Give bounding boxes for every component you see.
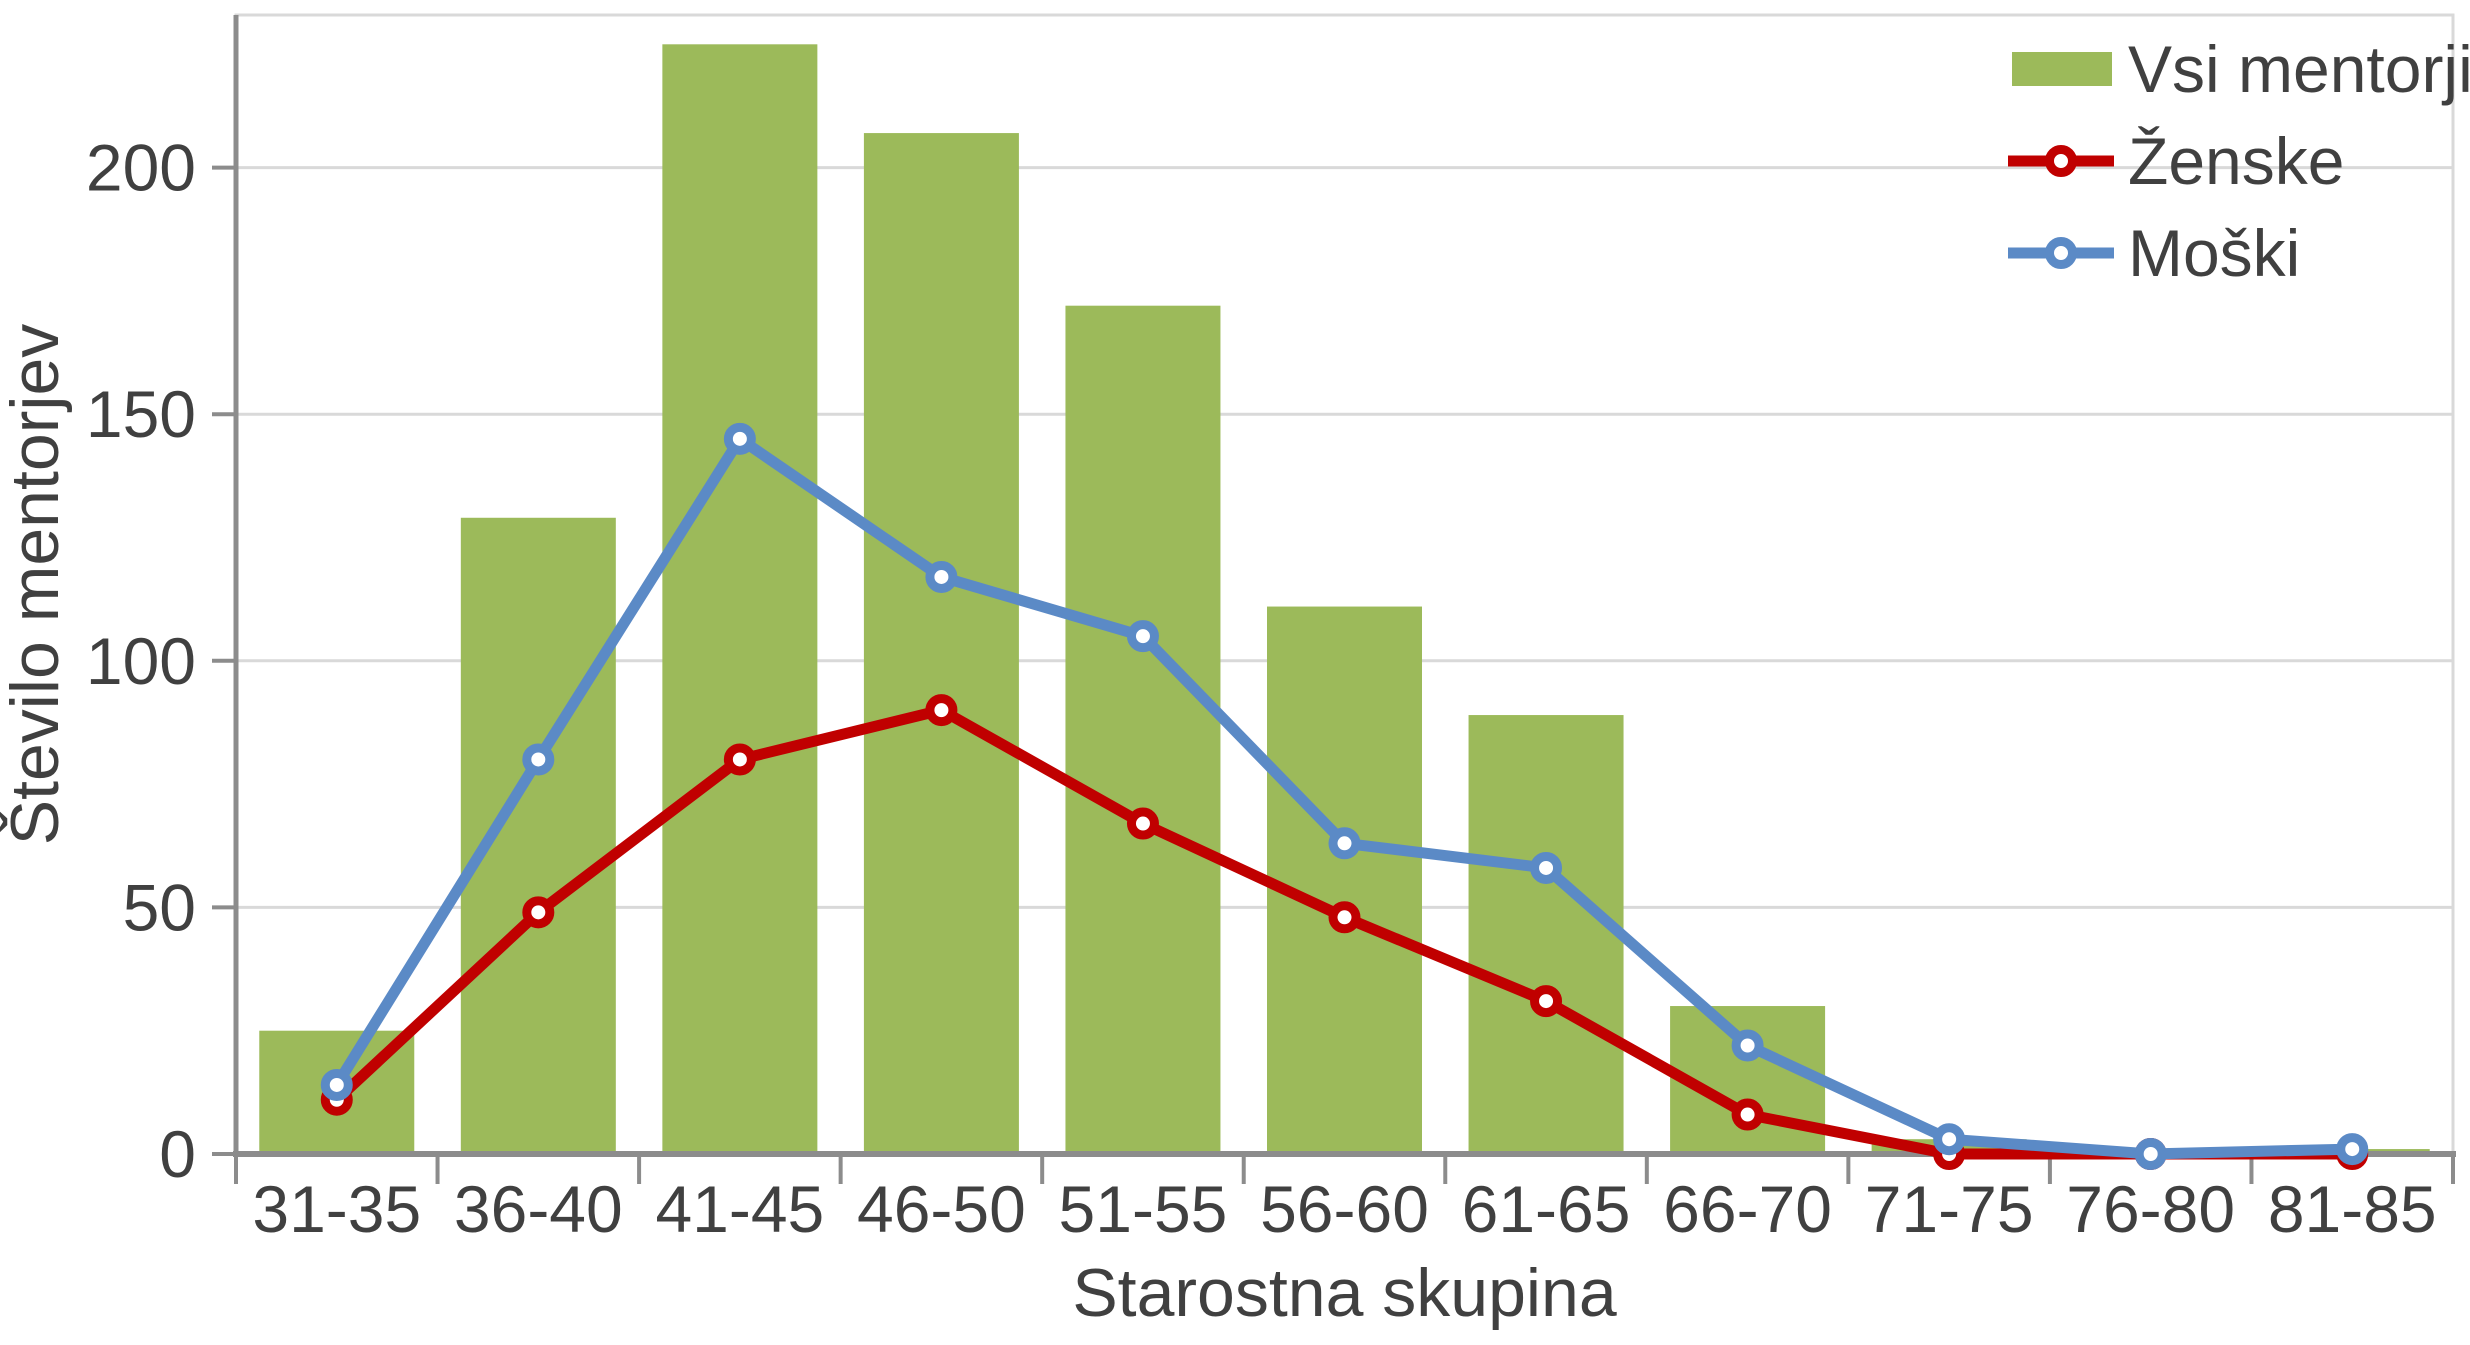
x-tick-label: 71-75	[1865, 1172, 2034, 1246]
x-tick-label: 66-70	[1663, 1172, 1832, 1246]
series-marker	[2336, 1133, 2369, 1166]
legend-label: Moški	[2128, 216, 2300, 290]
y-tick-label: 100	[86, 624, 196, 698]
bar	[863, 133, 1019, 1155]
x-tick-label: 76-80	[2066, 1172, 2235, 1246]
bar	[1267, 606, 1422, 1154]
x-tick-label: 41-45	[655, 1172, 824, 1246]
series-marker	[723, 743, 756, 776]
x-tick-label: 31-35	[252, 1172, 421, 1246]
series-marker	[925, 560, 958, 593]
x-tick-label: 36-40	[454, 1172, 623, 1246]
bar	[662, 44, 818, 1154]
series-marker	[320, 1068, 353, 1101]
bar	[1065, 305, 1221, 1154]
y-tick-label: 200	[86, 131, 196, 205]
y-tick-label: 0	[159, 1117, 196, 1191]
series-marker	[1530, 851, 1563, 884]
series-marker	[1328, 827, 1361, 860]
series-marker	[1126, 620, 1159, 653]
x-tick-label: 61-65	[1462, 1172, 1631, 1246]
legend-swatch	[2012, 52, 2112, 86]
series-marker	[723, 422, 756, 455]
bar	[1468, 715, 1624, 1154]
series-marker	[522, 743, 555, 776]
x-tick-label: 81-85	[2268, 1172, 2437, 1246]
y-tick-label: 50	[123, 870, 196, 944]
x-tick-label: 56-60	[1260, 1172, 1429, 1246]
legend-marker	[2045, 145, 2077, 177]
series-marker	[1126, 807, 1159, 840]
series-marker	[1328, 901, 1361, 934]
series-marker	[1731, 1029, 1764, 1062]
y-tick-label: 150	[86, 377, 196, 451]
series-marker	[1731, 1098, 1764, 1131]
bar	[460, 517, 616, 1154]
legend-label: Vsi mentorji	[2128, 32, 2470, 106]
x-tick-label: 46-50	[857, 1172, 1026, 1246]
series-marker	[925, 694, 958, 727]
series-marker	[1933, 1123, 1966, 1156]
x-axis-title: Starostna skupina	[1072, 1255, 1617, 1331]
legend-label: Ženske	[2128, 124, 2344, 198]
series-marker	[1530, 985, 1563, 1018]
series-marker	[522, 896, 555, 929]
y-axis-title: Število mentorjev	[0, 324, 73, 846]
x-tick-label: 51-55	[1059, 1172, 1228, 1246]
legend-marker	[2045, 237, 2077, 269]
series-marker	[2134, 1138, 2167, 1170]
